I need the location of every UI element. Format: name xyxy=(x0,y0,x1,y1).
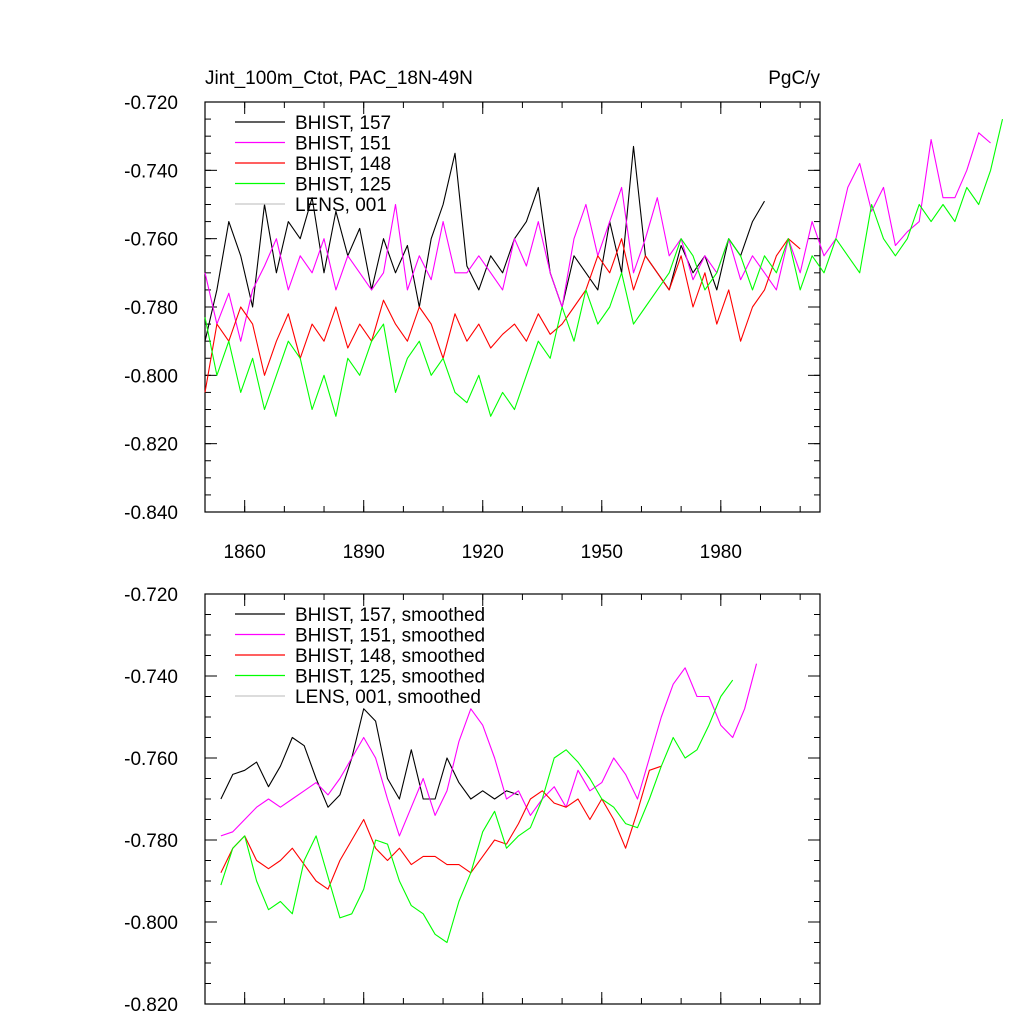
legend-label: BHIST, 125, smoothed xyxy=(295,667,485,688)
series-line-1 xyxy=(204,145,765,342)
y-tick-label: -0.800 xyxy=(124,366,178,387)
y-tick-label: -0.760 xyxy=(124,230,178,251)
series-line-4 xyxy=(220,679,734,944)
y-tick-label: -0.800 xyxy=(124,913,178,934)
legend-label: BHIST, 125 xyxy=(295,175,391,196)
x-tick-label: 1920 xyxy=(462,542,504,563)
y-tick-label: -0.740 xyxy=(124,667,178,688)
legend-label: LENS, 001 xyxy=(295,195,387,216)
y-tick-label: -0.720 xyxy=(124,585,178,606)
series-line-3 xyxy=(220,765,662,890)
legend-label: LENS, 001, smoothed xyxy=(295,687,481,708)
legend-label: BHIST, 157, smoothed xyxy=(295,605,485,626)
legend-label: BHIST, 151, smoothed xyxy=(295,626,485,647)
y-tick-label: -0.780 xyxy=(124,831,178,852)
x-tick-label: 1890 xyxy=(343,542,385,563)
y-tick-label: -0.820 xyxy=(124,995,178,1016)
y-tick-label: -0.840 xyxy=(124,503,178,524)
chart-panel-2: -0.820 -0.800 -0.780 -0.760 -0.740 -0.720 BHIS… xyxy=(124,585,821,1016)
x-tick-label: 1980 xyxy=(700,542,742,563)
legend-label: BHIST, 151 xyxy=(295,134,391,155)
x-tick-label: 1950 xyxy=(581,542,623,563)
y-tick-label: -0.740 xyxy=(124,161,178,182)
y-tick-label: -0.820 xyxy=(124,435,178,456)
y-tick-label: -0.780 xyxy=(124,298,178,319)
legend-label: BHIST, 148, smoothed xyxy=(295,646,485,667)
y-tick-label: -0.720 xyxy=(124,93,178,114)
series-line-4 xyxy=(204,118,1004,417)
chart-title: Jint_100m_Ctot, PAC_18N-49N xyxy=(205,68,473,89)
legend-label: BHIST, 157 xyxy=(295,113,391,134)
chart-panel-1: Jint_100m_Ctot, PAC_18N-49N PgC/y -0.840 -0… xyxy=(124,68,1004,563)
x-tick-label: 1860 xyxy=(224,542,266,563)
legend-label: BHIST, 148 xyxy=(295,154,391,175)
series-line-3 xyxy=(204,238,801,393)
y-tick-label: -0.760 xyxy=(124,749,178,770)
series-line-2 xyxy=(220,663,758,837)
chart-units: PgC/y xyxy=(768,68,820,89)
series-line-1 xyxy=(220,708,519,808)
